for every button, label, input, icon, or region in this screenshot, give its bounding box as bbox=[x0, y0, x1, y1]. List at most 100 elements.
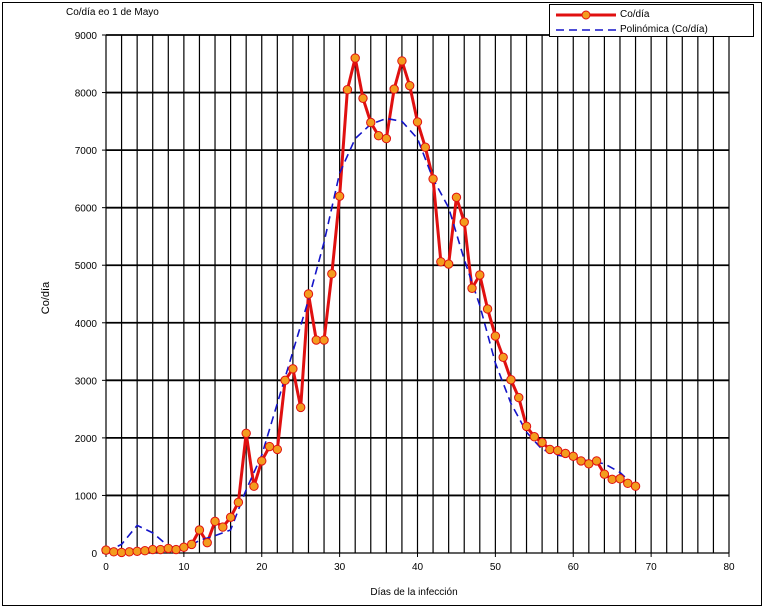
data-point bbox=[482, 304, 493, 314]
y-tick-label: 0 bbox=[91, 549, 97, 560]
data-point bbox=[249, 481, 259, 491]
data-point bbox=[568, 451, 578, 462]
x-tick-label: 20 bbox=[256, 562, 268, 573]
y-tick-label: 3000 bbox=[75, 376, 98, 387]
data-point bbox=[521, 421, 532, 432]
data-point bbox=[498, 352, 508, 363]
data-point bbox=[389, 84, 399, 94]
y-tick-label: 7000 bbox=[75, 146, 98, 157]
x-tick-label: 0 bbox=[103, 562, 109, 573]
data-point bbox=[233, 497, 244, 508]
data-point bbox=[428, 174, 438, 184]
data-point bbox=[210, 516, 220, 527]
data-point bbox=[599, 469, 610, 479]
data-point bbox=[381, 133, 392, 144]
data-point bbox=[397, 56, 407, 66]
x-axis-label: Días de la infección bbox=[370, 587, 458, 598]
y-axis-label: Co/día bbox=[40, 281, 53, 315]
data-point bbox=[545, 444, 555, 455]
data-point bbox=[451, 192, 462, 203]
data-point bbox=[506, 375, 516, 385]
data-point bbox=[218, 522, 228, 532]
data-point bbox=[241, 428, 251, 438]
legend-label-series-1: Co/día bbox=[620, 9, 650, 20]
x-tick-label: 70 bbox=[646, 562, 658, 573]
data-point bbox=[327, 269, 337, 279]
data-point bbox=[132, 546, 142, 556]
data-point bbox=[303, 289, 314, 299]
data-point bbox=[615, 474, 625, 484]
data-point bbox=[155, 544, 166, 555]
chart-title: Co/día eo 1 de Mayo bbox=[66, 7, 159, 18]
data-point bbox=[584, 459, 594, 469]
data-point bbox=[560, 448, 571, 459]
data-point bbox=[630, 481, 641, 491]
data-point bbox=[202, 537, 212, 548]
x-tick-label: 80 bbox=[723, 562, 735, 573]
data-point bbox=[148, 544, 158, 555]
y-tick-label: 1000 bbox=[75, 491, 98, 502]
y-tick-label: 2000 bbox=[75, 434, 98, 445]
data-point bbox=[272, 444, 283, 455]
data-point bbox=[358, 93, 368, 104]
legend-swatch-series-1 bbox=[556, 10, 616, 20]
data-point bbox=[171, 544, 181, 555]
axes bbox=[102, 34, 730, 557]
x-tick-label: 30 bbox=[334, 562, 346, 573]
legend-entry-series-2: Polinómica (Co/día) bbox=[550, 23, 753, 37]
data-point bbox=[342, 84, 353, 95]
data-point bbox=[288, 364, 298, 374]
data-point bbox=[295, 402, 306, 413]
y-tick-label: 5000 bbox=[75, 261, 98, 272]
data-point bbox=[420, 142, 430, 152]
y-tick-label: 9000 bbox=[75, 31, 98, 42]
data-point bbox=[529, 432, 540, 442]
data-point bbox=[124, 547, 135, 557]
data-point bbox=[436, 257, 446, 267]
x-tick-label: 50 bbox=[490, 562, 502, 573]
grid-lines bbox=[106, 34, 729, 553]
data-point bbox=[475, 270, 485, 280]
data-point bbox=[140, 545, 150, 556]
data-point bbox=[412, 117, 423, 127]
legend: Co/día Polinómica (Co/día) bbox=[549, 4, 754, 37]
data-point bbox=[116, 547, 127, 558]
data-point bbox=[459, 217, 469, 227]
data-point bbox=[443, 259, 454, 269]
data-point bbox=[109, 547, 119, 557]
y-tick-label: 8000 bbox=[75, 89, 98, 100]
y-tick-labels: 0 1000 2000 3000 4000 5000 6000 7000 8000 9000 bbox=[75, 31, 98, 560]
data-point bbox=[623, 478, 633, 489]
x-tick-label: 10 bbox=[178, 562, 190, 573]
data-point bbox=[373, 131, 384, 141]
series-group bbox=[101, 53, 641, 558]
data-point bbox=[607, 474, 617, 485]
data-point bbox=[225, 512, 236, 523]
data-point bbox=[280, 375, 290, 386]
data-point bbox=[366, 117, 376, 128]
x-tick-label: 40 bbox=[412, 562, 424, 573]
data-point bbox=[163, 543, 174, 554]
legend-entry-series-1: Co/día bbox=[550, 8, 753, 22]
data-point bbox=[405, 80, 415, 91]
data-point bbox=[537, 437, 547, 448]
data-point bbox=[552, 445, 563, 456]
y-tick-label: 6000 bbox=[75, 204, 98, 215]
data-point bbox=[186, 539, 197, 550]
data-point bbox=[334, 191, 345, 201]
y-tick-label: 4000 bbox=[75, 319, 98, 330]
legend-swatch-series-2 bbox=[556, 29, 616, 31]
data-point bbox=[319, 335, 329, 345]
data-point bbox=[591, 456, 602, 466]
data-point bbox=[179, 542, 189, 552]
data-point bbox=[264, 441, 275, 452]
data-point bbox=[514, 392, 524, 403]
data-point bbox=[576, 456, 586, 466]
legend-label-series-2: Polinómica (Co/día) bbox=[620, 24, 708, 35]
x-tick-label: 60 bbox=[568, 562, 580, 573]
data-point bbox=[467, 283, 477, 293]
x-tick-labels: 0 10 20 30 40 50 60 70 80 bbox=[103, 562, 735, 573]
data-point bbox=[311, 335, 321, 345]
data-point bbox=[350, 53, 360, 63]
